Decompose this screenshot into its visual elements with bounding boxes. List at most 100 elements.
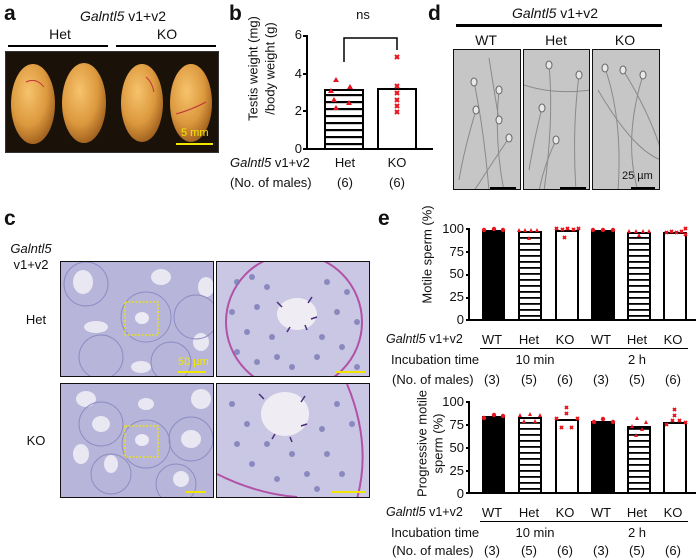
histology-ko-lowmag xyxy=(60,383,214,498)
panel-e-top-n-4: (3) xyxy=(593,372,609,387)
panel-e-top-group-het-10: Het xyxy=(518,332,540,347)
panel-e-bottom-ytick-25: 25 xyxy=(449,463,464,478)
panel-b-label: b xyxy=(229,2,242,25)
panel-a-ko-line xyxy=(116,45,216,47)
panel-e-top-incubation-2h: 2 h xyxy=(627,352,647,367)
panel-e-bottom-n-1: (3) xyxy=(484,543,500,558)
panel-e-bottom-2h-line xyxy=(588,521,688,522)
sperm-image-het xyxy=(523,49,590,190)
panel-e-top-ytick-50: 50 xyxy=(449,266,464,281)
panel-d-group-het: Het xyxy=(545,32,567,48)
panel-c-label: c xyxy=(4,207,16,230)
panel-e-top-ytick-25: 25 xyxy=(449,289,464,304)
panel-a-het-line xyxy=(8,45,108,47)
histology-ko-lowmag-drawing xyxy=(73,389,213,497)
gene-name: Galntl5 xyxy=(512,5,557,21)
panel-b-n-row-label: (No. of males) xyxy=(230,175,312,190)
gene-name: Galntl5 xyxy=(80,8,125,24)
panel-e-bottom-ylabel-line1: Progressive motile xyxy=(414,390,430,497)
panel-e-bottom-ytick-75: 75 xyxy=(449,417,464,432)
panel-e-bottom-group-ko-10: KO xyxy=(555,505,575,520)
panel-e-top-group-wt-10: WT xyxy=(481,332,503,347)
panel-e-top-10min-line xyxy=(480,348,590,349)
panel-c-gene-line1: Galntl5 xyxy=(10,241,52,256)
panel-e-top-group-ko-2h: KO xyxy=(663,332,683,347)
panel-b-chart xyxy=(303,35,433,150)
panel-e-bottom-ytick-50: 50 xyxy=(449,440,464,455)
panel-e-top-n-3: (6) xyxy=(557,372,573,387)
panel-e-bottom-n-6: (6) xyxy=(665,543,681,558)
testis-photo: 5 mm xyxy=(5,51,219,153)
panel-b-gene-row-label: Galntl5 v1+v2 xyxy=(230,156,310,169)
panel-e-top-n-1: (3) xyxy=(484,372,500,387)
panel-e-bottom-group-het-10: Het xyxy=(518,505,540,520)
panel-e-top-chart xyxy=(466,226,696,321)
panel-e-bottom-group-wt-2h: WT xyxy=(590,505,612,520)
panel-e-top-group-het-2h: Het xyxy=(626,332,648,347)
panel-b-ylabel-line1: Testis weight (mg) xyxy=(245,16,261,121)
panel-b-group-het: Het xyxy=(334,155,356,170)
gene-suffix: v1+v2 xyxy=(425,332,463,346)
panel-b-ns-label: ns xyxy=(356,7,370,22)
panel-b-ytick-0: 0 xyxy=(294,141,302,156)
sperm-drawing-het xyxy=(524,60,589,189)
panel-e-label: e xyxy=(378,207,390,230)
panel-e-bottom-chart xyxy=(466,401,696,494)
panel-b-ylabel-line2: /body weight (g) xyxy=(262,22,278,115)
panel-e-bottom-group-het-2h: Het xyxy=(626,505,648,520)
gene-name: Galntl5 xyxy=(386,505,426,519)
panel-e-top-incubation-10min: 10 min xyxy=(515,352,555,367)
panel-b-n-ko: (6) xyxy=(389,175,405,190)
histology-ko-highmag xyxy=(216,383,370,498)
sperm-image-ko: 25 µm xyxy=(592,49,660,190)
panel-e-bottom-n-2: (5) xyxy=(521,543,537,558)
panel-a-group-het: Het xyxy=(49,26,71,42)
sperm-drawing-wt xyxy=(458,57,516,189)
panel-e-bottom-n-row-label: (No. of males) xyxy=(392,543,474,558)
histology-het-highmag-drawing xyxy=(225,262,365,376)
panel-e-bottom-incubation-2h: 2 h xyxy=(627,525,647,540)
panel-d-gene-title: Galntl5 v1+v2 xyxy=(475,6,635,20)
panel-d-group-ko: KO xyxy=(614,32,636,48)
panel-c-row-het: Het xyxy=(25,312,47,327)
panel-e-top-ytick-75: 75 xyxy=(449,244,464,259)
panel-d-label: d xyxy=(428,2,441,25)
gene-suffix: v1+v2 xyxy=(556,5,598,21)
panel-e-bottom-gene-row-label: Galntl5 v1+v2 xyxy=(386,506,463,519)
panel-a-label: a xyxy=(4,2,16,25)
panel-a-group-ko: KO xyxy=(156,26,178,42)
histology-het-lowmag-drawing xyxy=(63,262,213,376)
panel-b-ytick-6: 6 xyxy=(294,27,302,42)
panel-d-group-wt: WT xyxy=(475,32,497,48)
panel-e-bottom-n-4: (3) xyxy=(593,543,609,558)
sperm-drawing-ko xyxy=(597,63,659,189)
gene-suffix: v1+v2 xyxy=(425,505,463,519)
gene-suffix: v1+v2 xyxy=(271,155,310,170)
histology-ko-highmag-drawing xyxy=(217,384,365,497)
panel-e-top-group-ko-10: KO xyxy=(555,332,575,347)
panel-e-top-2h-line xyxy=(588,348,688,349)
panel-e-top-n-2: (5) xyxy=(521,372,537,387)
panel-a-gene-title: Galntl5 v1+v2 xyxy=(58,9,188,23)
panel-b-ytick-2: 2 xyxy=(294,103,302,118)
panel-c-scale-bar-label: 50 µm xyxy=(178,356,209,368)
panel-b-ytick-4: 4 xyxy=(294,66,302,81)
panel-e-top-n-row-label: (No. of males) xyxy=(392,372,474,387)
panel-e-top-ylabel: Motile sperm (%) xyxy=(419,205,435,304)
panel-b-group-ko: KO xyxy=(387,155,407,170)
panel-e-bottom-10min-line xyxy=(480,521,590,522)
panel-e-top-n-5: (5) xyxy=(629,372,645,387)
panel-e-top-gene-row-label: Galntl5 v1+v2 xyxy=(386,333,463,346)
panel-e-top-ytick-100: 100 xyxy=(442,221,464,236)
panel-e-bottom-ytick-0: 0 xyxy=(456,486,464,501)
panel-e-bottom-n-5: (5) xyxy=(629,543,645,558)
testis-shapes xyxy=(11,63,213,145)
panel-b-n-het: (6) xyxy=(337,175,353,190)
panel-e-top-group-wt-2h: WT xyxy=(590,332,612,347)
panel-e-bottom-incubation-label: Incubation time xyxy=(391,525,480,540)
panel-e-top-ytick-0: 0 xyxy=(456,312,464,327)
panel-e-bottom-group-ko-2h: KO xyxy=(663,505,683,520)
histology-het-lowmag: 50 µm xyxy=(60,261,214,377)
panel-e-bottom-n-3: (6) xyxy=(557,543,573,558)
panel-e-top-n-6: (6) xyxy=(665,372,681,387)
